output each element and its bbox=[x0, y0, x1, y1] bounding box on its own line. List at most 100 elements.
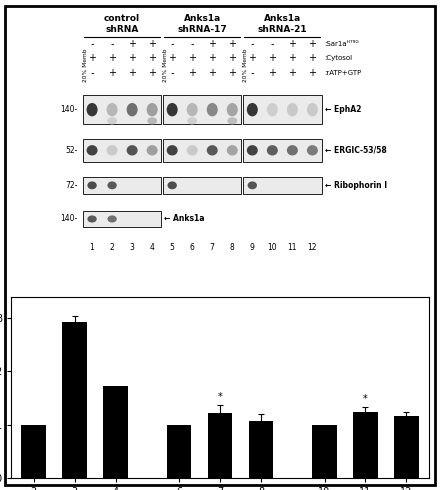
Ellipse shape bbox=[127, 103, 138, 116]
Ellipse shape bbox=[287, 145, 298, 155]
Ellipse shape bbox=[187, 103, 198, 116]
Text: :rATP+GTP: :rATP+GTP bbox=[325, 70, 362, 76]
Ellipse shape bbox=[247, 103, 258, 116]
Text: 20% Memb: 20% Memb bbox=[243, 48, 248, 81]
Text: -: - bbox=[271, 39, 274, 49]
Text: 2: 2 bbox=[110, 243, 114, 251]
Ellipse shape bbox=[168, 181, 177, 189]
Text: 52-: 52- bbox=[66, 146, 78, 155]
Ellipse shape bbox=[167, 145, 178, 155]
Text: +: + bbox=[268, 68, 276, 78]
Text: +: + bbox=[208, 39, 216, 49]
Text: 10: 10 bbox=[268, 243, 277, 251]
FancyBboxPatch shape bbox=[163, 177, 242, 194]
FancyBboxPatch shape bbox=[243, 139, 322, 162]
Text: +: + bbox=[148, 68, 156, 78]
Text: +: + bbox=[308, 53, 316, 63]
Text: +: + bbox=[208, 53, 216, 63]
Text: +: + bbox=[188, 68, 196, 78]
Bar bbox=[312, 424, 337, 478]
Text: +: + bbox=[248, 53, 257, 63]
Ellipse shape bbox=[267, 103, 278, 116]
Ellipse shape bbox=[87, 103, 98, 116]
Bar bbox=[62, 322, 87, 478]
Text: ← Ribophorin I: ← Ribophorin I bbox=[325, 181, 387, 190]
Ellipse shape bbox=[227, 145, 238, 155]
FancyBboxPatch shape bbox=[163, 95, 242, 124]
Text: +: + bbox=[208, 68, 216, 78]
Ellipse shape bbox=[147, 103, 158, 116]
Text: Anks1a
shRNA-17: Anks1a shRNA-17 bbox=[177, 14, 227, 34]
Bar bbox=[394, 416, 419, 478]
Ellipse shape bbox=[307, 145, 318, 155]
Text: +: + bbox=[288, 39, 297, 49]
Ellipse shape bbox=[267, 145, 278, 155]
Text: 20% Memb: 20% Memb bbox=[83, 48, 88, 81]
Bar bbox=[21, 424, 46, 478]
Text: 6: 6 bbox=[190, 243, 194, 251]
Text: +: + bbox=[128, 53, 136, 63]
Text: ← EphA2: ← EphA2 bbox=[325, 105, 361, 114]
Text: 11: 11 bbox=[288, 243, 297, 251]
Text: -: - bbox=[250, 68, 254, 78]
Ellipse shape bbox=[107, 181, 117, 189]
Ellipse shape bbox=[187, 145, 198, 155]
Bar bbox=[353, 412, 378, 478]
FancyBboxPatch shape bbox=[83, 139, 161, 162]
Text: :Cytosol: :Cytosol bbox=[325, 55, 352, 61]
Text: -: - bbox=[90, 39, 94, 49]
Text: -: - bbox=[110, 39, 114, 49]
FancyBboxPatch shape bbox=[83, 95, 161, 124]
Text: 5: 5 bbox=[170, 243, 175, 251]
Text: 20% Memb: 20% Memb bbox=[163, 48, 168, 81]
FancyBboxPatch shape bbox=[243, 95, 322, 124]
Text: +: + bbox=[228, 53, 236, 63]
Text: :Sar1aᴴ⁷⁹ᴳ: :Sar1aᴴ⁷⁹ᴳ bbox=[325, 41, 359, 47]
Ellipse shape bbox=[227, 117, 237, 124]
Ellipse shape bbox=[147, 117, 157, 124]
Ellipse shape bbox=[106, 145, 117, 155]
Text: +: + bbox=[108, 68, 116, 78]
FancyBboxPatch shape bbox=[83, 177, 161, 194]
FancyBboxPatch shape bbox=[243, 177, 322, 194]
Text: 9: 9 bbox=[250, 243, 255, 251]
Bar bbox=[249, 421, 273, 478]
Ellipse shape bbox=[247, 145, 258, 155]
Ellipse shape bbox=[227, 103, 238, 116]
Text: 1: 1 bbox=[90, 243, 95, 251]
Text: *: * bbox=[218, 392, 222, 402]
Ellipse shape bbox=[147, 145, 158, 155]
Ellipse shape bbox=[88, 181, 97, 189]
Bar bbox=[167, 424, 191, 478]
Ellipse shape bbox=[307, 103, 318, 116]
Text: +: + bbox=[228, 68, 236, 78]
Bar bbox=[208, 413, 232, 478]
Bar bbox=[103, 386, 128, 478]
Text: +: + bbox=[168, 53, 176, 63]
Ellipse shape bbox=[106, 103, 117, 116]
Ellipse shape bbox=[187, 117, 197, 124]
Text: +: + bbox=[308, 68, 316, 78]
Text: *: * bbox=[363, 394, 368, 404]
Text: +: + bbox=[288, 53, 297, 63]
Text: -: - bbox=[90, 68, 94, 78]
Ellipse shape bbox=[107, 117, 117, 124]
Text: +: + bbox=[288, 68, 297, 78]
Text: -: - bbox=[191, 39, 194, 49]
Text: -: - bbox=[170, 68, 174, 78]
FancyBboxPatch shape bbox=[83, 211, 161, 227]
Text: 4: 4 bbox=[150, 243, 154, 251]
Ellipse shape bbox=[107, 216, 117, 222]
Text: 3: 3 bbox=[130, 243, 135, 251]
Ellipse shape bbox=[287, 103, 298, 116]
Text: 8: 8 bbox=[230, 243, 235, 251]
Ellipse shape bbox=[88, 216, 97, 222]
Text: Anks1a
shRNA-21: Anks1a shRNA-21 bbox=[257, 14, 307, 34]
Text: -: - bbox=[170, 39, 174, 49]
Text: control
shRNA: control shRNA bbox=[104, 14, 140, 34]
Text: +: + bbox=[228, 39, 236, 49]
Text: ← ERGIC-53/58: ← ERGIC-53/58 bbox=[325, 146, 386, 155]
Text: +: + bbox=[88, 53, 96, 63]
Text: 72-: 72- bbox=[66, 181, 78, 190]
FancyBboxPatch shape bbox=[163, 139, 242, 162]
